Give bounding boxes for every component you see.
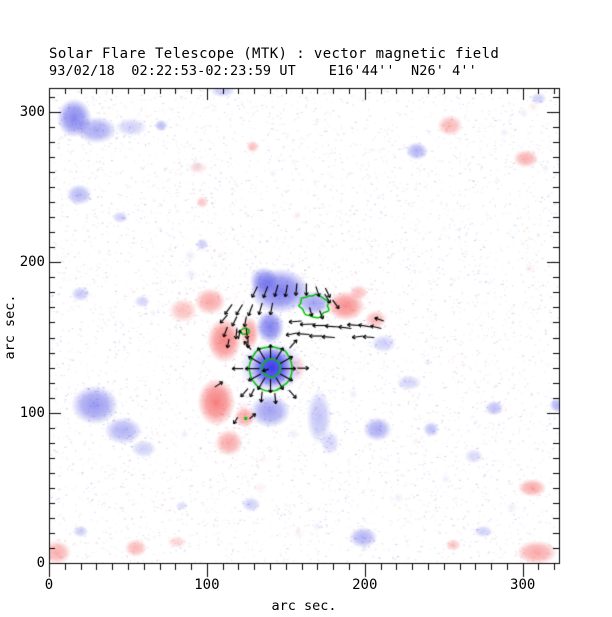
figure-title: Solar Flare Telescope (MTK) : vector mag…	[49, 46, 500, 62]
x-tick-label: 0	[44, 577, 54, 593]
x-tick-label: 200	[352, 577, 378, 593]
x-axis-label: arc sec.	[271, 598, 337, 614]
y-tick-label: 100	[19, 404, 45, 421]
x-tick-label: 300	[510, 577, 536, 593]
y-tick-label: 300	[19, 104, 45, 121]
y-axis-label: arc sec.	[2, 294, 18, 360]
figure-subtitle: 93/02/18 02:22:53-02:23:59 UT E16'44'' N…	[49, 63, 477, 79]
y-tick-label: 200	[19, 254, 45, 271]
x-tick-label: 100	[194, 577, 220, 593]
y-tick-label: 0	[36, 555, 45, 571]
